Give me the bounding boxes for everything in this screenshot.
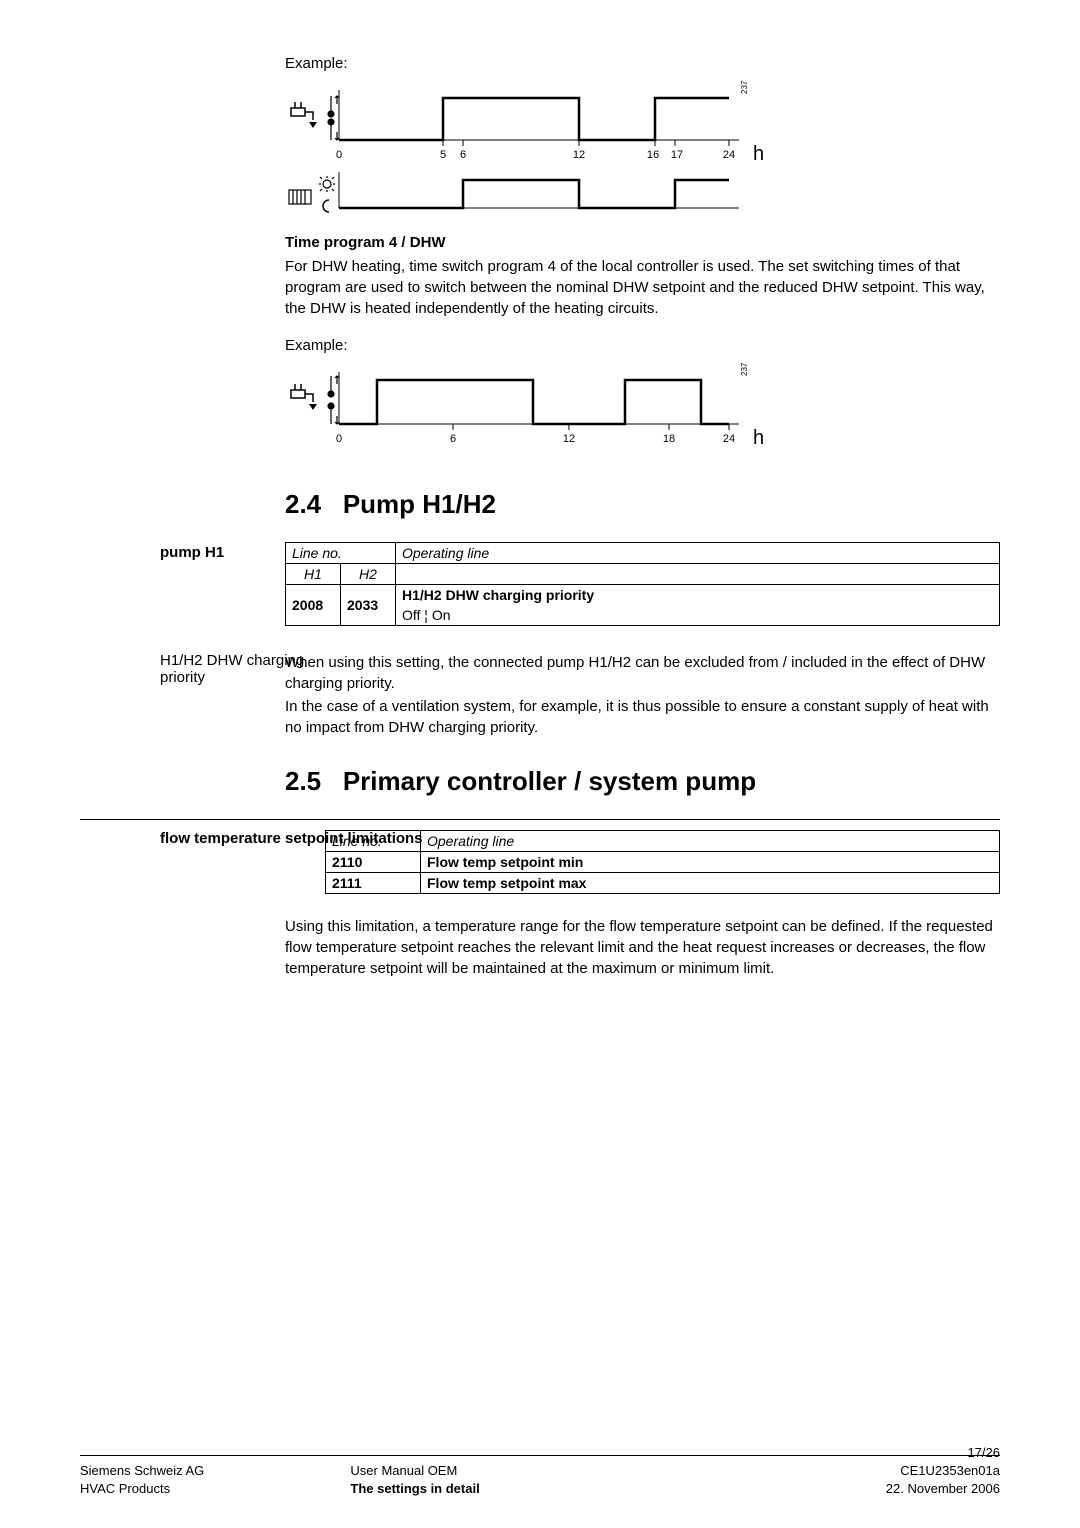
svg-text:6: 6 xyxy=(460,149,466,161)
tbl2-head-op: Operating line xyxy=(421,831,1000,852)
diagram-2: 0 6 12 18 24 h 2373Z24 xyxy=(285,362,1000,461)
tbl2-r1c1: 2110 xyxy=(326,852,421,873)
charging-label: H1/H2 DHW charging priority xyxy=(160,652,304,686)
tbl2-r2op: Flow temp setpoint max xyxy=(421,873,1000,894)
flow-label: flow temperature setpoint limitations xyxy=(160,830,423,847)
time-program-heading: Time program 4 / DHW xyxy=(285,234,1000,251)
sec24-num: 2.4 xyxy=(285,489,321,519)
tbl1-head-op: Operating line xyxy=(396,543,1000,564)
svg-text:2373Z16: 2373Z16 xyxy=(740,80,749,94)
section-2-5-rule xyxy=(80,819,1000,820)
tbl2-r1op: Flow temp setpoint min xyxy=(421,852,1000,873)
tbl1-empty xyxy=(396,564,1000,585)
section-2-5-title: 2.5 Primary controller / system pump xyxy=(285,766,1000,797)
charging-para2: In the case of a ventilation system, for… xyxy=(285,696,1000,738)
footer-left1: Siemens Schweiz AG xyxy=(80,1463,204,1478)
tbl1-head-lineno: Line no. xyxy=(286,543,396,564)
tbl1-r1vals: Off ¦ On xyxy=(396,605,1000,626)
tbl1-r1op: H1/H2 DHW charging priority xyxy=(396,585,1000,606)
svg-text:2373Z24: 2373Z24 xyxy=(740,362,749,376)
pump-h1-label: pump H1 xyxy=(160,544,224,561)
footer-mid1: User Manual OEM xyxy=(350,1463,457,1478)
tbl1-h2: H2 xyxy=(341,564,396,585)
table-flow-setpoint: Line no. Operating line 2110 Flow temp s… xyxy=(325,830,1000,894)
footer-right: CE1U2353en01a 22. November 2006 xyxy=(886,1462,1000,1498)
svg-text:24: 24 xyxy=(723,149,735,161)
footer-right2: 22. November 2006 xyxy=(886,1481,1000,1496)
sec25-text: Primary controller / system pump xyxy=(343,766,756,796)
charging-para1: When using this setting, the connected p… xyxy=(285,652,1000,694)
tbl2-r2c1: 2111 xyxy=(326,873,421,894)
footer-left2: HVAC Products xyxy=(80,1481,170,1496)
svg-text:18: 18 xyxy=(663,433,675,445)
footer-right1: CE1U2353en01a xyxy=(900,1463,1000,1478)
example-label-1: Example: xyxy=(285,55,1000,72)
tbl1-r1c2: 2033 xyxy=(341,585,396,626)
tbl1-h1: H1 xyxy=(286,564,341,585)
footer-left: Siemens Schweiz AG HVAC Products xyxy=(80,1462,204,1498)
diagram-1: 0 5 6 12 16 17 24 h xyxy=(285,80,1000,224)
time-program-para: For DHW heating, time switch program 4 o… xyxy=(285,256,1000,319)
svg-text:17: 17 xyxy=(671,149,683,161)
charging-label-l1: H1/H2 DHW charging xyxy=(160,652,304,669)
svg-text:24: 24 xyxy=(723,433,735,445)
example-label-2: Example: xyxy=(285,337,1000,354)
section-2-4-title: 2.4 Pump H1/H2 xyxy=(285,489,1000,520)
svg-text:h: h xyxy=(753,143,764,165)
footer-mid2: The settings in detail xyxy=(350,1481,479,1496)
svg-text:6: 6 xyxy=(450,433,456,445)
charging-label-l2: priority xyxy=(160,669,205,686)
table-pump-h1: Line no. Operating line H1 H2 2008 2033 … xyxy=(285,542,1000,626)
svg-text:16: 16 xyxy=(647,149,659,161)
svg-text:5: 5 xyxy=(440,149,446,161)
tbl1-r1c1: 2008 xyxy=(286,585,341,626)
sec24-text: Pump H1/H2 xyxy=(343,489,496,519)
footer: Siemens Schweiz AG HVAC Products User Ma… xyxy=(80,1455,1000,1498)
svg-text:0: 0 xyxy=(336,433,342,445)
sec25-num: 2.5 xyxy=(285,766,321,796)
svg-text:h: h xyxy=(753,427,764,449)
flow-para: Using this limitation, a temperature ran… xyxy=(285,916,1000,979)
svg-text:12: 12 xyxy=(573,149,585,161)
footer-mid: User Manual OEM The settings in detail xyxy=(350,1462,479,1498)
svg-text:0: 0 xyxy=(336,149,342,161)
svg-text:12: 12 xyxy=(563,433,575,445)
